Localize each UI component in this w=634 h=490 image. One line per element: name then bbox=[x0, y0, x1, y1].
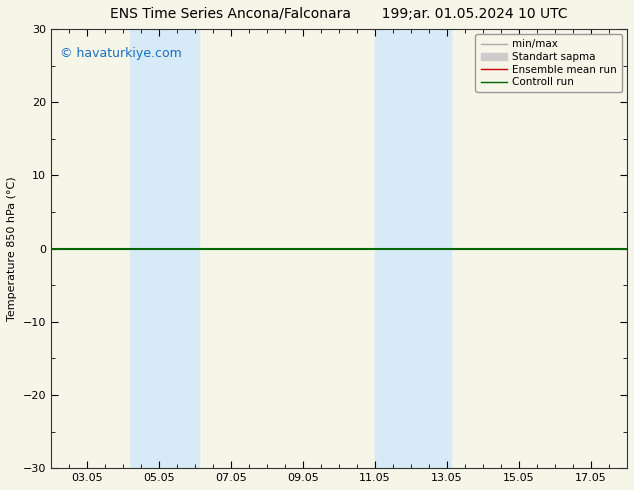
Y-axis label: Temperature 850 hPa (°C): Temperature 850 hPa (°C) bbox=[7, 176, 17, 321]
Bar bbox=[375, 29, 451, 468]
Bar bbox=[130, 29, 198, 468]
Legend: min/max, Standart sapma, Ensemble mean run, Controll run: min/max, Standart sapma, Ensemble mean r… bbox=[476, 34, 622, 93]
Title: ENS Time Series Ancona/Falconara       199;ar. 01.05.2024 10 UTC: ENS Time Series Ancona/Falconara 199;ar.… bbox=[110, 7, 568, 21]
Text: © havaturkiye.com: © havaturkiye.com bbox=[60, 47, 181, 60]
